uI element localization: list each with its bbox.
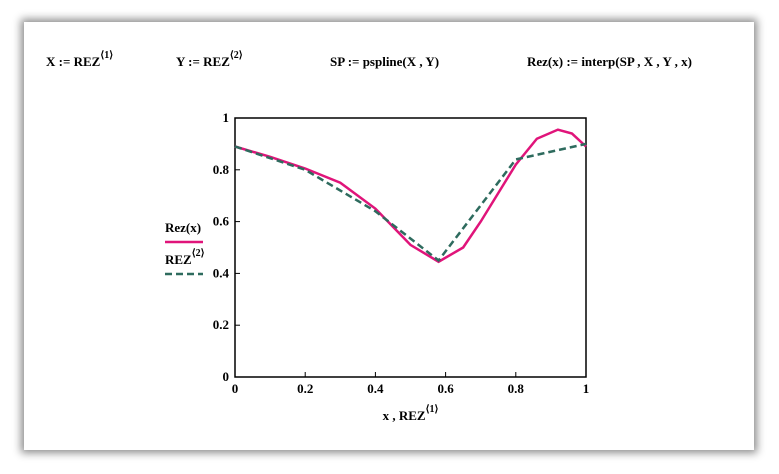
x-axis-label: x , REZ⟨1⟩: [383, 404, 439, 423]
plot-frame: [234, 117, 587, 378]
y-tick-label: 0.4: [213, 265, 230, 280]
x-axis-label-sup: ⟨1⟩: [426, 404, 439, 415]
equation: Rez(x) := interp(SP , X , Y , x): [527, 54, 692, 69]
worksheet: [24, 22, 754, 450]
equation-sup: ⟨1⟩: [100, 50, 113, 61]
equation-main: Rez(x) := interp(SP , X , Y , x): [527, 54, 692, 69]
series-line: [234, 142, 587, 263]
equation: Y := REZ⟨2⟩: [176, 50, 243, 69]
y-tick-label: 0: [223, 369, 230, 384]
equation: SP := pspline(X , Y): [330, 54, 439, 69]
legend-label: Rez(x): [165, 220, 201, 235]
series-line: [234, 128, 587, 264]
equation-sup: ⟨2⟩: [230, 50, 243, 61]
legend-label-main: Rez(x): [165, 220, 201, 235]
y-tick-label: 0.2: [213, 317, 229, 332]
legend-label: REZ⟨2⟩: [165, 248, 205, 267]
x-tick-label: 0.2: [297, 381, 313, 396]
x-tick-label: 1: [583, 381, 590, 396]
x-tick-label: 0.4: [367, 381, 384, 396]
x-tick-label: 0.8: [508, 381, 525, 396]
y-tick-label: 0.8: [213, 162, 230, 177]
legend-label-sup: ⟨2⟩: [192, 248, 205, 259]
equation-main: Y := REZ: [176, 54, 230, 69]
x-tick-label: 0.6: [437, 381, 454, 396]
equation-main: X := REZ: [46, 54, 101, 69]
x-tick-label: 0: [232, 381, 239, 396]
equation-main: SP := pspline(X , Y): [330, 54, 439, 69]
equation: X := REZ⟨1⟩: [46, 50, 113, 69]
y-tick-label: 0.6: [213, 214, 230, 229]
legend-label-main: REZ: [165, 252, 192, 267]
y-tick-label: 1: [223, 110, 230, 125]
x-axis-label-main: x , REZ: [383, 408, 426, 423]
